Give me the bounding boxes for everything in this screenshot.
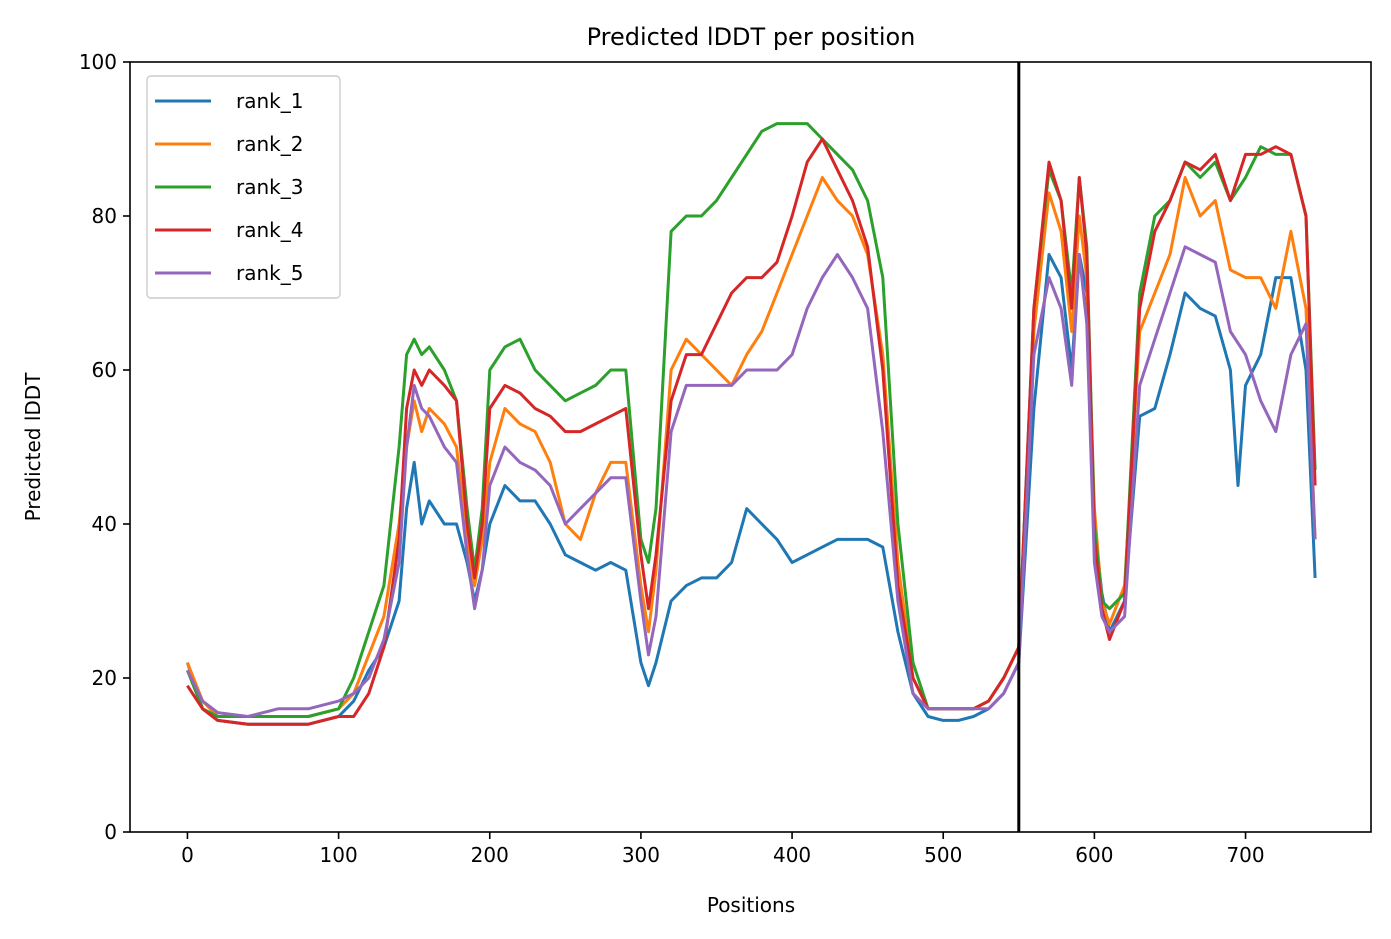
- x-tick-label: 300: [622, 843, 660, 867]
- series-line-rank-4: [186, 137, 1317, 726]
- y-axis: 0 20 40 60 80 100: [79, 50, 130, 844]
- y-tick-label: 0: [104, 820, 117, 844]
- series-line-rank-2: [186, 176, 1317, 718]
- y-tick-label: 20: [92, 666, 117, 690]
- series-layer: [185, 122, 1317, 726]
- y-axis-label: Predicted lDDT: [21, 372, 45, 522]
- x-tick-label: 100: [320, 843, 358, 867]
- x-axis: 0 100 200 300 400 500 600 700: [181, 832, 1265, 867]
- legend-label-rank-4: rank_4: [236, 218, 303, 242]
- x-tick-label: 0: [181, 843, 194, 867]
- legend-label-rank-1: rank_1: [236, 89, 303, 113]
- x-tick-label: 700: [1226, 843, 1264, 867]
- chart-title: Predicted lDDT per position: [587, 23, 916, 51]
- legend: rank_1 rank_2 rank_3 rank_4 rank_5: [146, 75, 341, 299]
- y-tick-label: 60: [92, 358, 117, 382]
- series-line-rank-3: [186, 122, 1317, 718]
- series-line-rank-5: [186, 245, 1317, 718]
- y-tick-label: 100: [79, 50, 117, 74]
- legend-label-rank-3: rank_3: [236, 175, 303, 199]
- y-tick-label: 80: [92, 204, 117, 228]
- x-tick-label: 500: [924, 843, 962, 867]
- x-tick-label: 400: [773, 843, 811, 867]
- legend-label-rank-5: rank_5: [236, 261, 303, 285]
- legend-box: [146, 75, 341, 299]
- y-tick-label: 40: [92, 512, 117, 536]
- legend-label-rank-2: rank_2: [236, 132, 303, 156]
- x-axis-label: Positions: [707, 893, 795, 917]
- x-tick-label: 600: [1075, 843, 1113, 867]
- x-tick-label: 200: [471, 843, 509, 867]
- plot-frame: [129, 61, 1372, 833]
